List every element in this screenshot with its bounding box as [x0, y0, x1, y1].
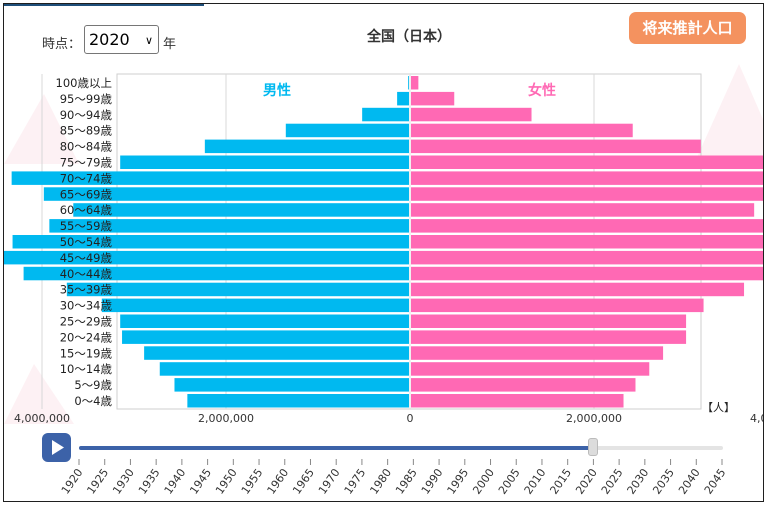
- age-group-label: 55～59歳: [60, 219, 113, 233]
- male-bar: [120, 155, 409, 169]
- male-bar: [159, 362, 409, 376]
- male-bar: [73, 203, 409, 217]
- male-bar: [23, 266, 409, 281]
- age-group-label: 85～89歳: [60, 124, 113, 138]
- age-group-label: 5～9歳: [74, 378, 112, 392]
- female-bar: [411, 123, 633, 138]
- female-bar: [411, 362, 650, 376]
- x-tick-label: 2,000,000: [198, 412, 254, 425]
- future-projection-button[interactable]: 将来推計人口: [629, 12, 746, 44]
- year-select[interactable]: 2020 ∨: [84, 25, 159, 54]
- female-bar: [411, 330, 687, 344]
- x-unit-label: 【人】: [702, 401, 735, 414]
- age-group-label: 45～49歳: [60, 251, 113, 265]
- chart-title: 全国（日本）: [367, 29, 451, 45]
- age-group-label: 50～54歳: [60, 235, 113, 249]
- male-bar: [11, 171, 409, 185]
- chevron-down-icon: ∨: [144, 34, 153, 47]
- year-unit-label: 年: [163, 37, 177, 52]
- female-bar: [411, 171, 763, 185]
- male-bar: [174, 378, 409, 392]
- x-tick-label: 2,000,000: [566, 412, 622, 425]
- legend-male: 男性: [263, 82, 291, 99]
- age-group-label: 80～84歳: [60, 140, 113, 154]
- play-icon: [52, 440, 64, 455]
- age-group-label: 15～19歳: [60, 346, 113, 360]
- female-bar: [411, 219, 763, 233]
- top-accent-line: [4, 4, 204, 6]
- male-bar: [187, 394, 409, 408]
- age-group-label: 65～69歳: [60, 187, 113, 201]
- female-bar: [411, 91, 455, 106]
- male-bar: [204, 139, 409, 154]
- male-bar: [120, 314, 409, 328]
- female-bar: [411, 394, 624, 408]
- x-tick-label: 4,000,000: [750, 412, 764, 425]
- female-bar: [411, 155, 763, 169]
- female-bar: [411, 266, 763, 281]
- age-group-label: 35～39歳: [60, 283, 113, 297]
- legend-female: 女性: [528, 82, 556, 99]
- year-label: 時点：: [42, 37, 82, 52]
- male-bar: [66, 282, 409, 297]
- x-tick-label: 4,000,000: [14, 412, 70, 425]
- female-bar: [411, 250, 763, 265]
- male-bar: [408, 76, 409, 90]
- play-button[interactable]: [42, 433, 71, 462]
- male-bar: [144, 346, 409, 360]
- age-group-label: 0～4歳: [74, 394, 112, 408]
- timeline-slider-thumb[interactable]: [588, 438, 599, 456]
- female-bar: [411, 187, 763, 201]
- timeline-slider-fill: [79, 446, 594, 450]
- age-group-label: 25～29歳: [60, 315, 113, 329]
- female-bar: [411, 346, 664, 360]
- age-group-label: 75～79歳: [60, 156, 113, 170]
- female-bar: [411, 298, 704, 313]
- age-group-label: 30～34歳: [60, 299, 113, 313]
- year-select-value: 2020: [89, 30, 130, 49]
- age-group-label: 100歳以上: [56, 76, 112, 90]
- female-bar: [411, 76, 419, 90]
- female-bar: [411, 107, 532, 122]
- male-bar: [122, 330, 409, 344]
- age-group-label: 20～24歳: [60, 330, 113, 344]
- female-bar: [411, 235, 763, 249]
- female-bar: [411, 282, 745, 297]
- app-frame: 時点： 2020 ∨ 年 全国（日本） 将来推計人口 6,000,0004,00…: [3, 3, 764, 502]
- male-bar: [285, 123, 409, 138]
- x-tick-label: 0: [407, 412, 414, 425]
- female-bar: [411, 378, 636, 392]
- male-bar: [362, 107, 409, 122]
- male-bar: [12, 235, 410, 249]
- female-bar: [411, 139, 701, 154]
- age-group-label: 10～14歳: [60, 362, 113, 376]
- female-bar: [411, 203, 755, 217]
- population-pyramid-chart: 6,000,0004,000,0002,000,00002,000,0004,0…: [4, 73, 764, 425]
- male-bar: [49, 219, 410, 233]
- male-bar: [43, 187, 410, 201]
- male-bar: [397, 91, 409, 106]
- age-group-label: 95～99歳: [60, 92, 113, 106]
- age-group-label: 70～74歳: [60, 171, 113, 185]
- age-group-label: 40～44歳: [60, 267, 113, 281]
- age-group-label: 60～64歳: [60, 203, 113, 217]
- age-group-label: 90～94歳: [60, 108, 113, 122]
- male-bar: [4, 250, 409, 265]
- female-bar: [411, 314, 687, 328]
- male-bar: [101, 298, 410, 313]
